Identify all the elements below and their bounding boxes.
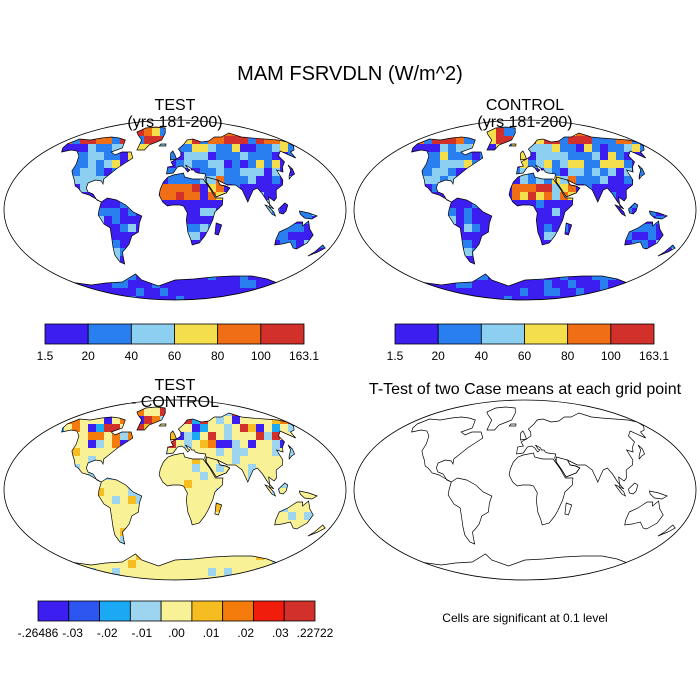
colorbar-control-swatch-4 <box>567 323 612 345</box>
colorbar-test-swatch-3 <box>174 323 219 345</box>
colorbar-test-label-0: 1.5 <box>37 349 54 363</box>
colorbar-diff-swatch-4 <box>160 600 193 622</box>
control-region-japan <box>638 165 645 179</box>
colorbar-test-label-6: 163.1 <box>289 349 319 363</box>
colorbar-test-swatch-2 <box>130 323 175 345</box>
colorbar-test-swatch-0 <box>44 323 89 345</box>
colorbar-control-swatch-2 <box>480 323 525 345</box>
diff-region-north-america <box>61 417 133 482</box>
map-diff <box>3 399 347 581</box>
panel-control-title: CONTROL <box>485 97 565 114</box>
colorbar-diff-swatch-3 <box>129 600 162 622</box>
panel-test-subtitle: (yrs 181-200) <box>127 114 223 131</box>
colorbar-diff-swatch-8 <box>283 600 316 622</box>
colorbar-diff-swatch-7 <box>253 600 285 622</box>
colorbar-test-label-4: 80 <box>211 349 225 363</box>
colorbar-test: 1.5 20 40 60 80 100 163.1 <box>37 323 319 363</box>
diff-region-new-zealand <box>307 525 326 536</box>
colorbar-diff-swatch-0 <box>37 600 70 622</box>
colorbar-control: 1.5 20 40 60 80 100 163.1 <box>387 323 669 363</box>
colorbar-diff-label-3: -.01 <box>132 626 153 640</box>
colorbar-control-label-4: 80 <box>561 349 575 363</box>
colorbar-diff-label-4: .00 <box>168 626 185 640</box>
colorbar-diff-label-0: -.26486 <box>18 626 59 640</box>
ttest-coastlines <box>411 406 676 580</box>
colorbar-diff-label-6: .02 <box>237 626 254 640</box>
panel-title-diff: TEST - CONTROL <box>0 377 350 411</box>
control-region-antarctica <box>419 274 629 300</box>
colorbar-test-swatch-4 <box>217 323 262 345</box>
colorbar-test-label-2: 40 <box>125 349 139 363</box>
colorbar-control-label-5: 100 <box>601 349 621 363</box>
colorbar-control-swatch-1 <box>437 323 482 345</box>
colorbar-control-swatch-3 <box>524 323 569 345</box>
test-map-border <box>3 119 347 301</box>
colorbar-control-label-3: 60 <box>518 349 532 363</box>
diff-region-japan <box>288 445 295 459</box>
diff-region-australia <box>274 501 314 529</box>
control-region-south-america <box>448 198 492 264</box>
colorbar-diff-swatch-5 <box>191 600 224 622</box>
control-region-australia <box>624 221 664 249</box>
colorbar-control-swatch-5 <box>610 323 655 345</box>
panel-test-title: TEST <box>154 97 196 114</box>
panel-diff-title: TEST <box>154 377 196 394</box>
map-ttest <box>353 399 697 581</box>
ttest-map-border <box>353 399 697 581</box>
test-region-australia <box>274 221 314 249</box>
colorbar-control-label-1: 20 <box>431 349 445 363</box>
colorbar-diff-label-8: .22722 <box>297 626 334 640</box>
colorbar-control-label-0: 1.5 <box>387 349 404 363</box>
colorbar-diff-swatch-1 <box>68 600 100 622</box>
test-region-antarctica <box>69 274 279 300</box>
panel-control-subtitle: (yrs 181-200) <box>477 114 573 131</box>
map-test <box>3 119 347 301</box>
colorbar-control-swatch-0 <box>394 323 439 345</box>
colorbar-control-label-6: 163.1 <box>639 349 669 363</box>
diff-region-antarctica <box>69 554 279 580</box>
colorbar-test-swatch-1 <box>87 323 132 345</box>
test-region-japan <box>288 165 295 179</box>
colorbar-test-label-5: 100 <box>251 349 271 363</box>
colorbar-diff-swatch-2 <box>99 600 131 622</box>
control-region-iceland <box>509 144 516 146</box>
colorbar-control-label-2: 40 <box>475 349 489 363</box>
panel-ttest-title: T-Test of two Case means at each grid po… <box>368 381 682 398</box>
test-region-greenland <box>136 127 166 150</box>
panel-title-test: TEST (yrs 181-200) <box>0 97 350 131</box>
panel-title-control: CONTROL (yrs 181-200) <box>350 97 700 131</box>
colorbar-test-label-3: 60 <box>168 349 182 363</box>
colorbar-test-swatch-5 <box>260 323 305 345</box>
test-region-new-zealand <box>307 245 326 256</box>
colorbar-diff-swatch-6 <box>222 600 254 622</box>
diff-region-greenland <box>136 407 166 430</box>
panel-diff-subtitle: - CONTROL <box>131 394 219 411</box>
colorbar-diff-label-7: .03 <box>272 626 289 640</box>
colorbar-diff-label-1: -.03 <box>62 626 83 640</box>
map-control <box>353 119 697 301</box>
colorbar-diff-label-5: .01 <box>203 626 220 640</box>
colorbar-test-label-1: 20 <box>81 349 95 363</box>
ttest-note: Cells are significant at 0.1 level <box>442 611 608 625</box>
colorbar-diff-label-2: -.02 <box>97 626 118 640</box>
control-map-border <box>353 119 697 301</box>
figure-title: MAM FSRVDLN (W/m^2) <box>237 63 463 85</box>
colorbar-diff: -.26486 -.03 -.02 -.01 .00 .01 .02 .03 .22722 <box>18 600 334 640</box>
test-region-north-america <box>61 137 133 202</box>
control-region-madagascar <box>564 223 572 235</box>
diff-map-border <box>3 399 347 581</box>
